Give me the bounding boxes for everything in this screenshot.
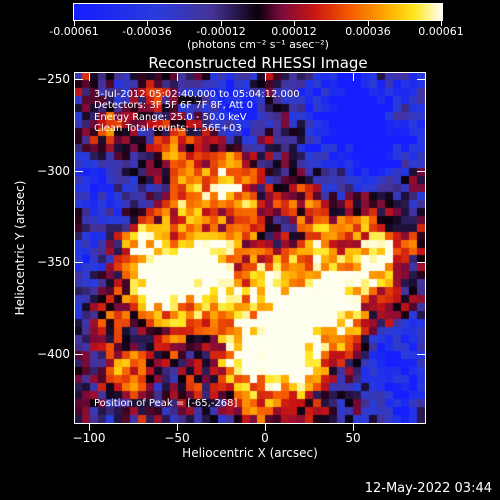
colorbar <box>73 3 443 21</box>
y-axis-title: Heliocentric Y (arcsec) <box>13 180 27 316</box>
y-tick-label: −250 <box>37 72 70 86</box>
y-tick-label: −400 <box>37 347 70 361</box>
colorbar-tick-label: -0.00012 <box>196 25 246 38</box>
x-tick-label: −50 <box>164 431 190 445</box>
x-tick-label: 0 <box>261 431 269 445</box>
y-tick-label: −350 <box>37 255 70 269</box>
detectors-label: Detectors: 3F 5F 6F 7F 8F, Att 0 <box>94 100 254 111</box>
colorbar-tick-label: -0.00036 <box>122 25 172 38</box>
x-axis-title: Heliocentric X (arcsec) <box>182 446 318 460</box>
x-tick-label: −100 <box>72 431 106 445</box>
energy-range-label: Energy Range: 25.0 - 50.0 keV <box>94 112 247 123</box>
rhessi-image <box>75 73 425 423</box>
x-tick-label: 50 <box>345 431 361 445</box>
time-range-label: 3-Jul-2012 05:02:40.000 to 05:04:12.000 <box>94 89 300 100</box>
image-title: Reconstructed RHESSI Image <box>148 54 368 72</box>
colorbar-tick-label: -0.00061 <box>49 25 99 38</box>
y-tick-label: −300 <box>37 164 70 178</box>
colorbar-tick-label: 0.00061 <box>418 25 464 38</box>
colorbar-tick-label: 0.00012 <box>271 25 317 38</box>
colorbar-tick-label: 0.00036 <box>345 25 391 38</box>
clean-counts-label: Clean Total counts: 1.56E+03 <box>94 123 242 134</box>
timestamp: 12-May-2022 03:44 <box>364 481 492 496</box>
peak-position-label: Position of Peak = [-65,-268] <box>94 398 238 409</box>
colorbar-unit-label: (photons cm⁻² s⁻¹ asec⁻²) <box>187 38 329 51</box>
